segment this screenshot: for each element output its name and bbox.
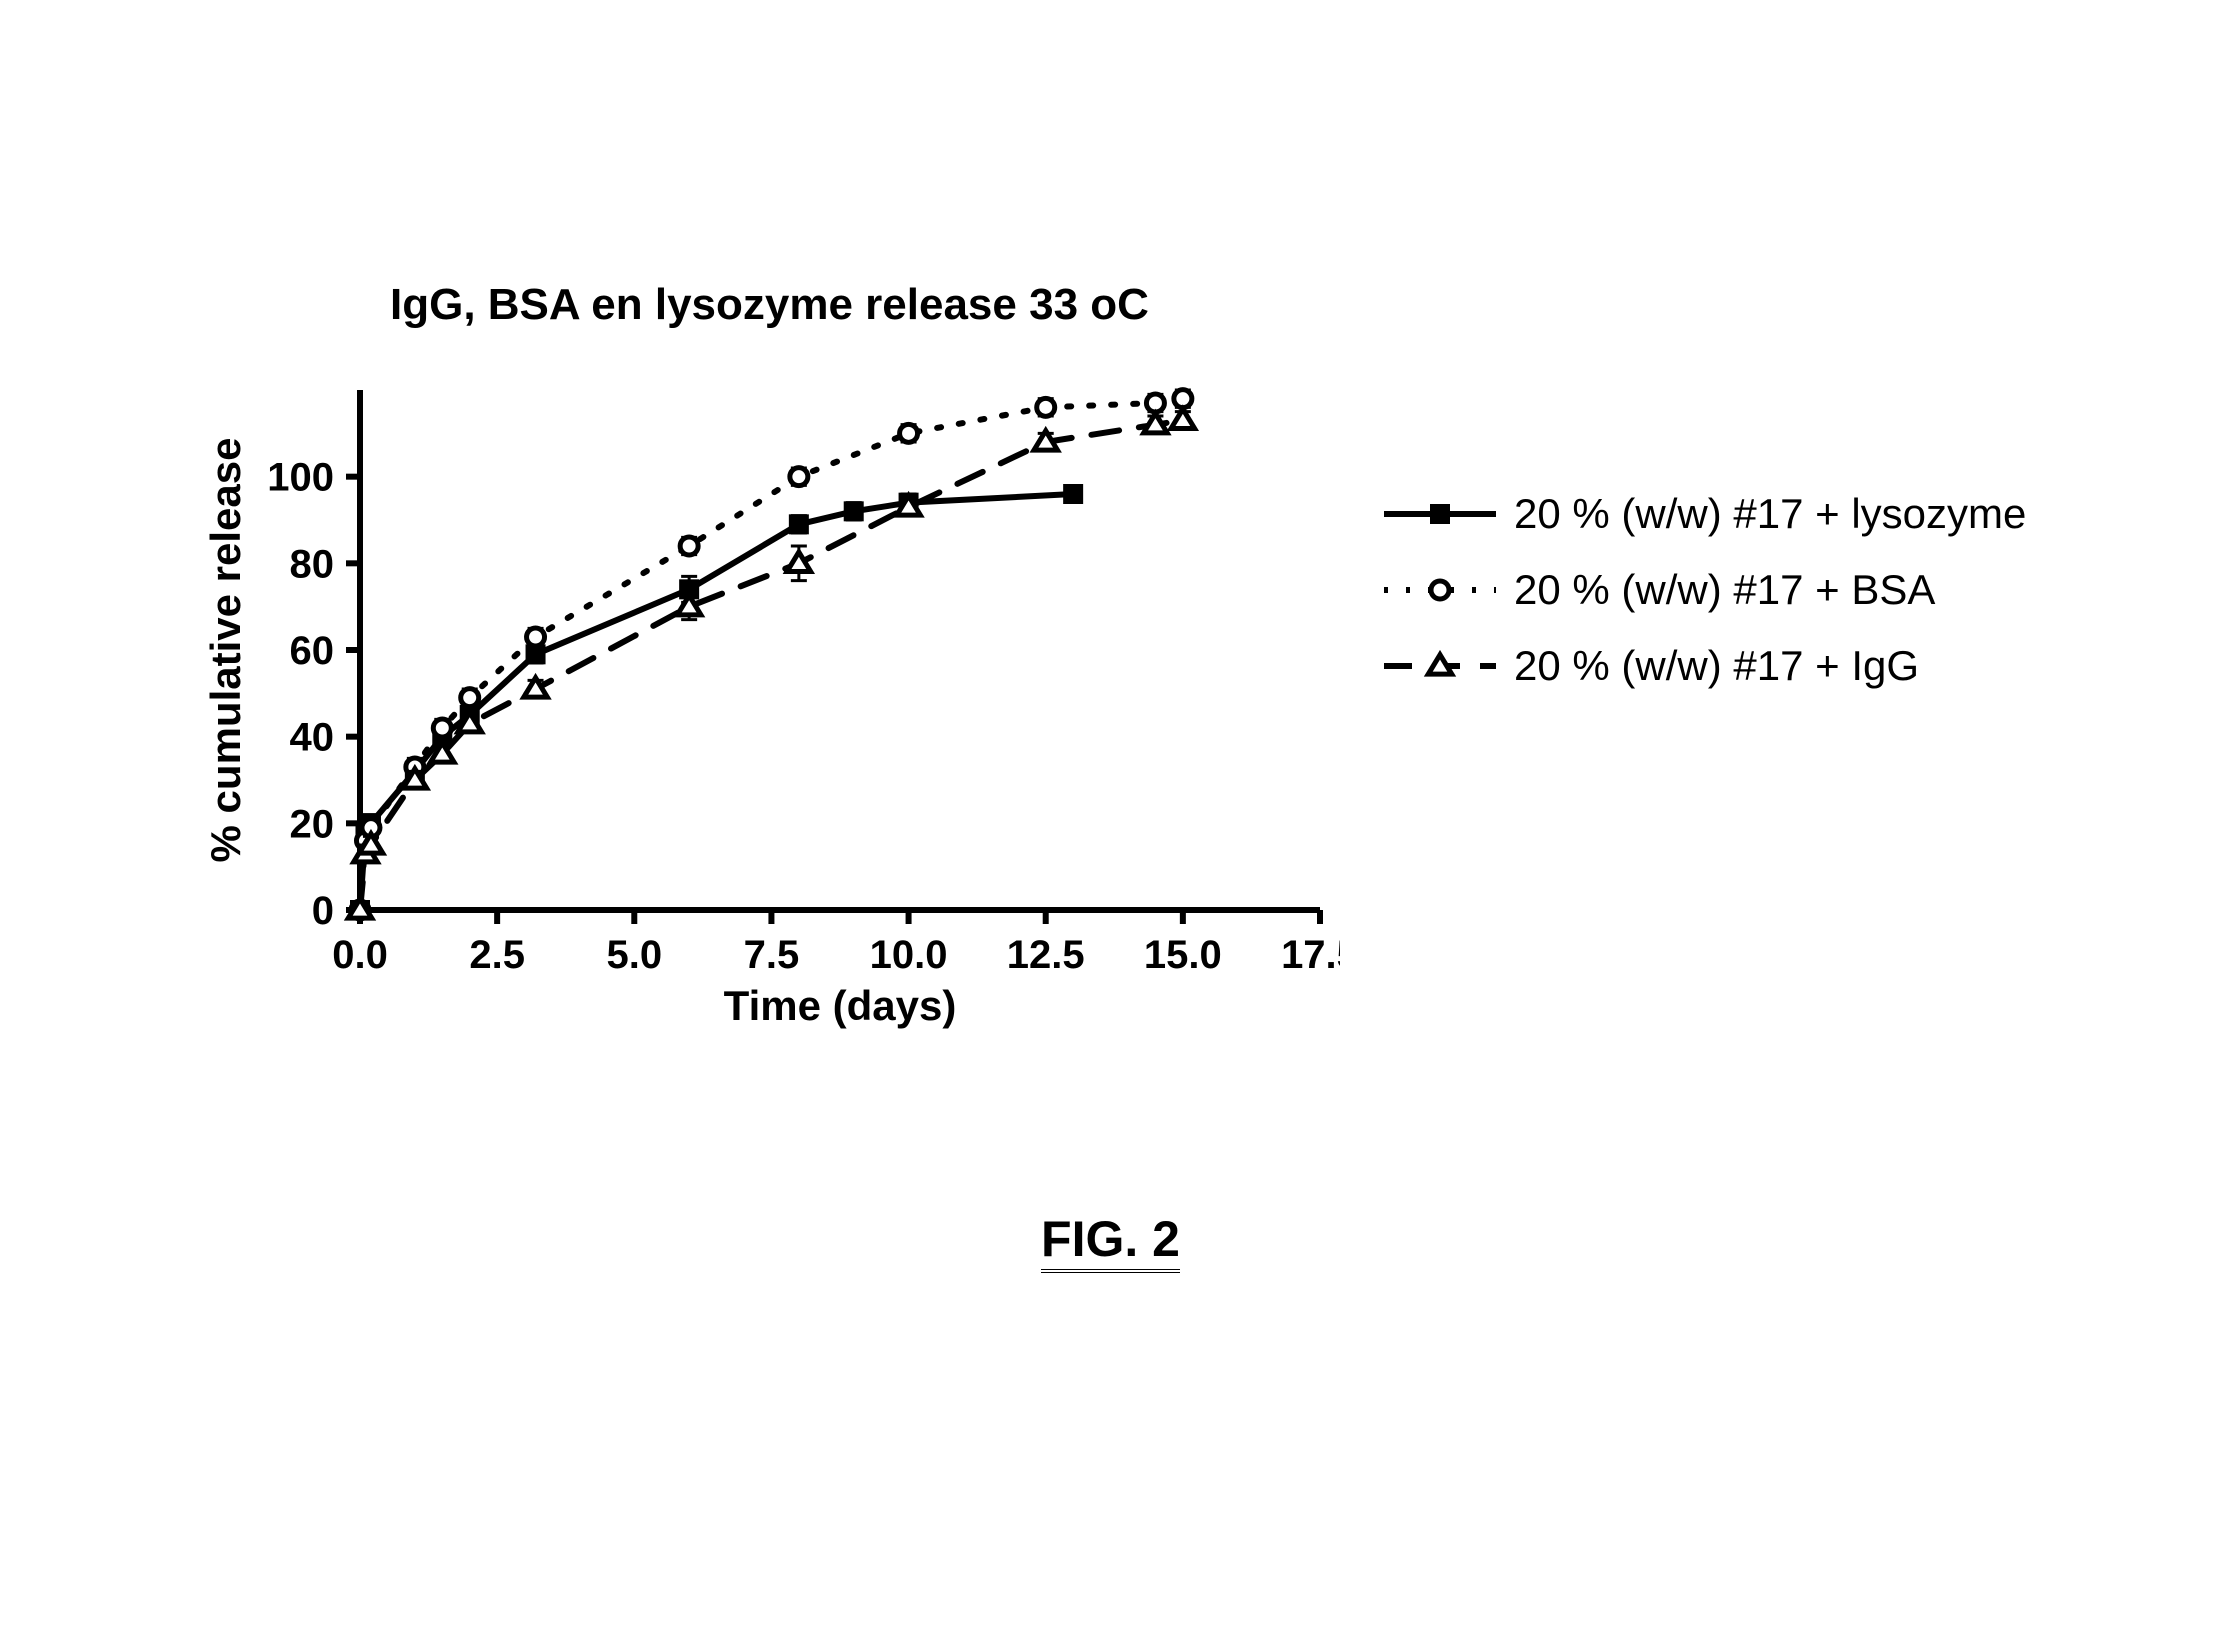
svg-text:7.5: 7.5 <box>744 933 800 977</box>
svg-text:Time (days): Time (days) <box>724 982 957 1029</box>
svg-text:80: 80 <box>290 542 335 586</box>
svg-text:100: 100 <box>267 456 334 500</box>
svg-text:60: 60 <box>290 629 335 673</box>
legend-swatch-lysozyme <box>1380 494 1500 534</box>
legend-swatch-bsa <box>1380 570 1500 610</box>
legend-label-bsa: 20 % (w/w) #17 + BSA <box>1514 566 1935 614</box>
legend-item-lysozyme: 20 % (w/w) #17 + lysozyme <box>1380 490 2026 538</box>
svg-text:2.5: 2.5 <box>469 933 525 977</box>
legend-label-lysozyme: 20 % (w/w) #17 + lysozyme <box>1514 490 2026 538</box>
legend-item-bsa: 20 % (w/w) #17 + BSA <box>1380 566 2026 614</box>
chart-title: IgG, BSA en lysozyme release 33 oC <box>390 280 2026 330</box>
svg-text:17.5: 17.5 <box>1281 933 1340 977</box>
svg-text:10.0: 10.0 <box>870 933 948 977</box>
legend-label-igg: 20 % (w/w) #17 + IgG <box>1514 642 1919 690</box>
svg-text:12.5: 12.5 <box>1007 933 1085 977</box>
svg-text:20: 20 <box>290 802 335 846</box>
figure-caption: FIG. 2 <box>0 1210 2221 1268</box>
svg-text:0.0: 0.0 <box>332 933 388 977</box>
chart-legend: 20 % (w/w) #17 + lysozyme 20 % (w/w) #17 … <box>1380 490 2026 718</box>
svg-text:5.0: 5.0 <box>606 933 662 977</box>
release-chart-block: IgG, BSA en lysozyme release 33 oC 0.0 2.… <box>180 280 2026 1040</box>
legend-swatch-igg <box>1380 646 1500 686</box>
legend-item-igg: 20 % (w/w) #17 + IgG <box>1380 642 2026 690</box>
release-chart: 0.0 2.5 5.0 7.5 10.0 12.5 15.0 17.5 0 20 40 60 80 100… <box>180 370 1340 1040</box>
svg-text:0: 0 <box>312 889 334 933</box>
svg-text:40: 40 <box>290 716 335 760</box>
svg-text:% cumulative release: % cumulative release <box>202 438 249 863</box>
svg-text:15.0: 15.0 <box>1144 933 1222 977</box>
